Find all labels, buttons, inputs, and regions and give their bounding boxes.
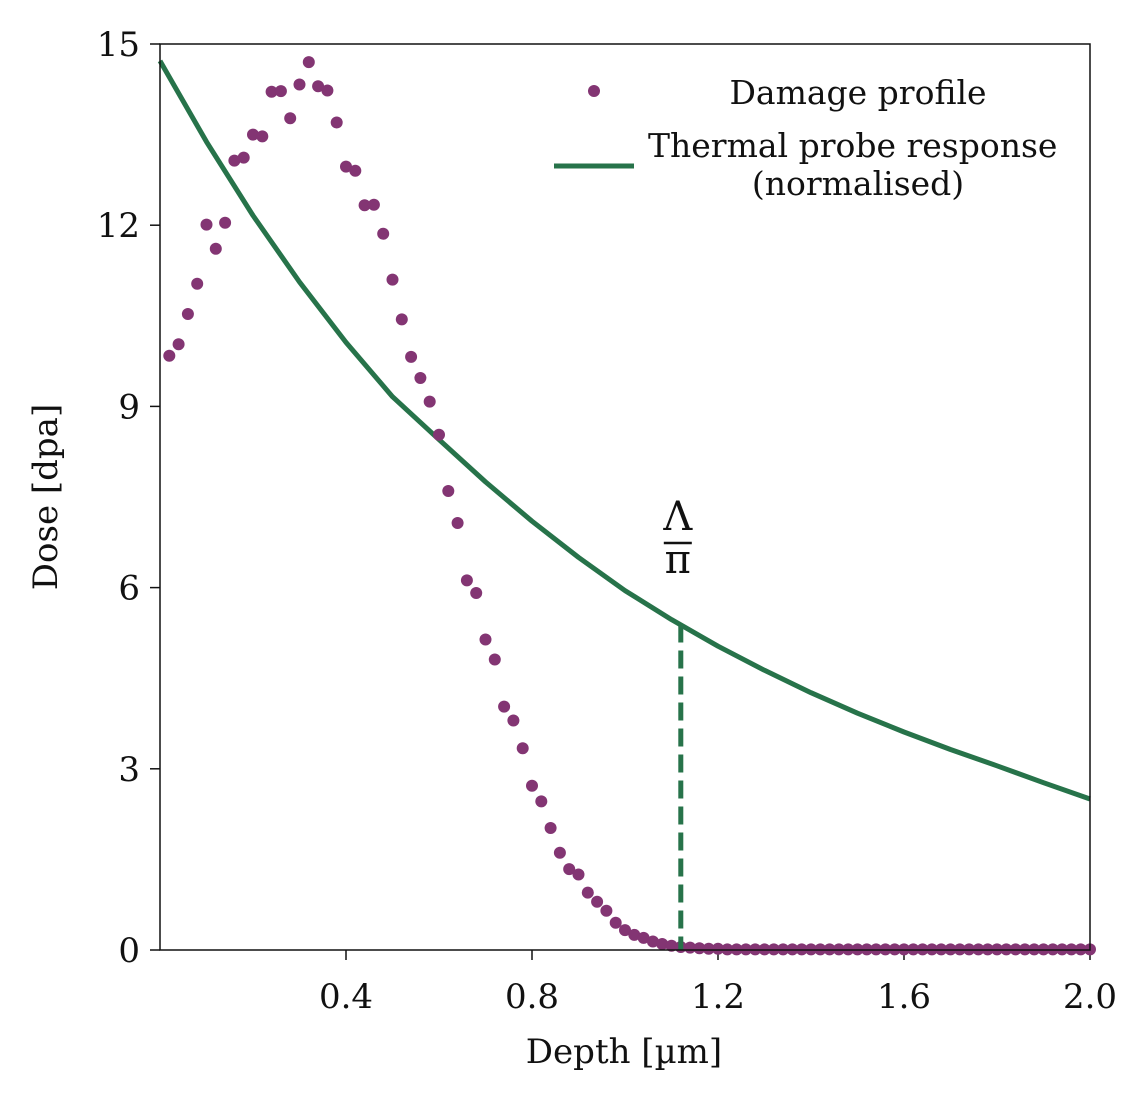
plot-frame [159,43,1091,951]
damage-point [656,938,669,950]
damage-point [470,587,483,599]
legend-label-thermal-line2: (normalised) [752,164,964,203]
annotation-denominator: π [665,537,691,583]
damage-point [330,116,343,129]
damage-point [535,795,548,808]
x-axis-ticks: 0.4 0.8 1.2 1.6 2.0 [319,950,1117,1017]
damage-point [488,653,501,666]
x-tick-label: 2.0 [1063,977,1117,1017]
damage-point [181,308,194,320]
damage-point [516,742,529,755]
damage-point [312,80,325,93]
damage-point [442,485,455,497]
damage-point [712,942,724,955]
annotation-numerator: Λ [662,494,693,540]
damage-point [628,928,641,941]
damage-point [377,227,390,240]
damage-point [405,350,418,363]
damage-point [256,130,269,143]
legend-label-thermal-line1: Thermal probe response [648,126,1057,165]
damage-point [200,218,213,231]
y-tick-label: 15 [97,25,140,65]
thermal-probe-line [157,59,1091,802]
y-tick-label: 3 [118,750,140,790]
damage-point [619,924,631,937]
damage-point [414,372,427,384]
y-tick-label: 0 [118,931,140,971]
damage-point [702,942,715,955]
x-axis-label: Depth [µm] [526,1032,722,1072]
damage-point [544,822,557,834]
x-tick-label: 1.2 [691,977,745,1017]
damage-point [367,198,380,211]
damage-point [172,338,185,351]
damage-point [349,164,362,177]
damage-point [191,277,204,290]
x-tick-label: 0.4 [319,977,373,1017]
thermal-series [157,59,1091,802]
damage-point [163,349,176,362]
damage-point [386,273,399,286]
y-axis-ticks: 0 3 6 9 12 15 [97,25,160,971]
damage-point [646,935,659,948]
damage-point [572,868,585,881]
damage-point [637,931,650,944]
legend-marker-damage [588,85,600,97]
damage-point [609,916,622,929]
x-tick-label: 0.8 [505,977,559,1017]
damage-point [423,395,436,408]
damage-point [553,846,566,859]
damage-point [358,199,371,212]
y-axis-label: Dose [dpa] [26,404,66,590]
damage-point [591,895,604,908]
damage-point [265,85,278,98]
y-tick-label: 12 [97,206,140,246]
damage-point [665,939,678,952]
damage-point [600,904,613,917]
damage-point [395,313,408,326]
y-tick-label: 9 [118,387,140,427]
damage-point [219,216,232,229]
damage-point [237,151,250,164]
x-tick-label: 1.6 [877,977,931,1017]
damage-point [228,154,241,167]
damage-point [340,160,352,173]
damage-point [284,112,297,125]
annotation: Λπ [662,494,693,950]
damage-point [293,78,306,91]
damage-point [563,863,576,876]
damage-point [247,128,259,141]
damage-point [526,779,538,792]
y-tick-label: 6 [118,569,140,609]
legend-label-thermal: Thermal probe response (normalised) [648,126,1068,203]
damage-point [209,242,222,255]
damage-point [581,886,594,899]
damage-point [274,85,287,98]
damage-point [507,714,520,727]
damage-point [302,56,315,69]
damage-point [451,517,464,529]
damage-point [693,942,706,955]
legend: Damage profile Thermal probe response (n… [554,73,1068,203]
damage-point [433,428,445,441]
damage-point [498,700,511,713]
damage-series [163,56,1096,956]
damage-point [479,633,492,646]
damage-point [321,84,334,97]
damage-point [460,574,473,587]
legend-label-damage: Damage profile [729,73,986,112]
